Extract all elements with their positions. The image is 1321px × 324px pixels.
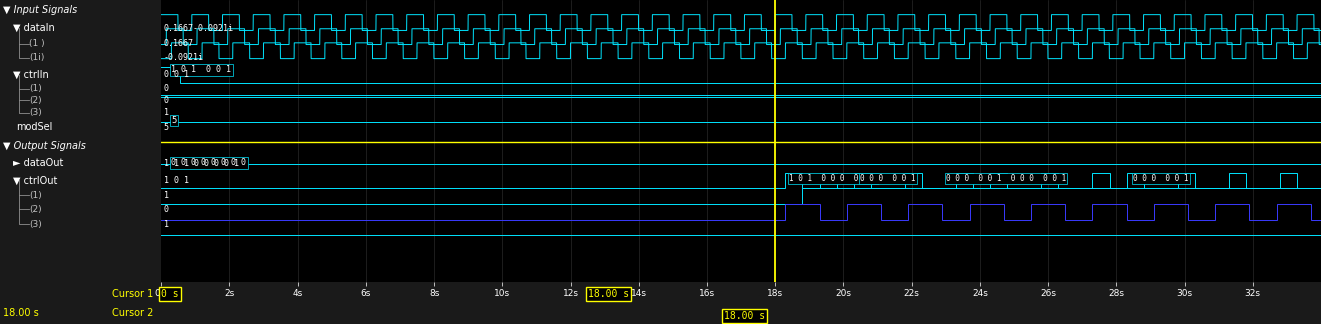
- Text: 0 0 0  0 0 1  0 0 0  0 0 1: 0 0 0 0 0 1 0 0 0 0 0 1: [946, 174, 1066, 183]
- Text: ▼ dataIn: ▼ dataIn: [13, 23, 54, 33]
- Text: 18.00 s: 18.00 s: [588, 289, 629, 299]
- Text: 18.00 s: 18.00 s: [3, 308, 40, 318]
- Text: 0: 0: [164, 84, 169, 93]
- Text: ▼ ctrlOut: ▼ ctrlOut: [13, 175, 57, 185]
- Text: 0 0 0  0 0 1: 0 0 0 0 0 1: [1133, 174, 1189, 183]
- Text: ▼ ctrlIn: ▼ ctrlIn: [13, 70, 49, 80]
- Text: Cursor 1: Cursor 1: [112, 289, 153, 299]
- Text: modSel: modSel: [16, 122, 53, 133]
- Text: 0: 0: [164, 96, 169, 105]
- Text: 1: 1: [164, 191, 169, 200]
- Text: (1): (1): [29, 84, 42, 93]
- Text: -0.0921i: -0.0921i: [164, 53, 203, 62]
- Text: ► dataOut: ► dataOut: [13, 158, 63, 168]
- Text: ▼ Input Signals: ▼ Input Signals: [3, 5, 78, 15]
- Text: 0.1667: 0.1667: [164, 39, 194, 48]
- Text: (2): (2): [29, 205, 42, 214]
- Text: (3): (3): [29, 108, 42, 117]
- Text: Cursor 2: Cursor 2: [112, 308, 153, 318]
- Text: 1 0 1  0 0 1: 1 0 1 0 0 1: [172, 65, 231, 75]
- Text: ▼ Output Signals: ▼ Output Signals: [3, 141, 86, 151]
- Text: (1): (1): [29, 191, 42, 200]
- Text: 5: 5: [164, 123, 169, 132]
- Text: 5: 5: [172, 116, 177, 125]
- Text: 0 s: 0 s: [161, 289, 178, 299]
- Text: 0: 0: [164, 205, 169, 214]
- Text: 1 0 1  0 0 0  0 0 1: 1 0 1 0 0 0 0 0 1: [789, 174, 877, 183]
- Text: 1 0 1: 1 0 1: [164, 176, 189, 185]
- Text: 1 1 1 0 0 0 0 1: 1 1 1 0 0 0 0 1: [164, 159, 239, 168]
- Text: 0.1667-0.0921i: 0.1667-0.0921i: [164, 24, 234, 33]
- Text: (3): (3): [29, 220, 42, 229]
- Text: 0 0 0 0 0 0 0 0: 0 0 0 0 0 0 0 0: [172, 158, 247, 168]
- Text: 0 0 0  0 0 1: 0 0 0 0 0 1: [860, 174, 915, 183]
- Text: 1: 1: [164, 108, 169, 117]
- Text: 1: 1: [164, 220, 169, 229]
- Text: (1 ): (1 ): [29, 39, 45, 48]
- Text: (2): (2): [29, 96, 42, 105]
- Text: 18.00 s: 18.00 s: [724, 311, 765, 321]
- Text: (1i): (1i): [29, 53, 45, 62]
- Text: 0 0 1: 0 0 1: [164, 70, 189, 79]
